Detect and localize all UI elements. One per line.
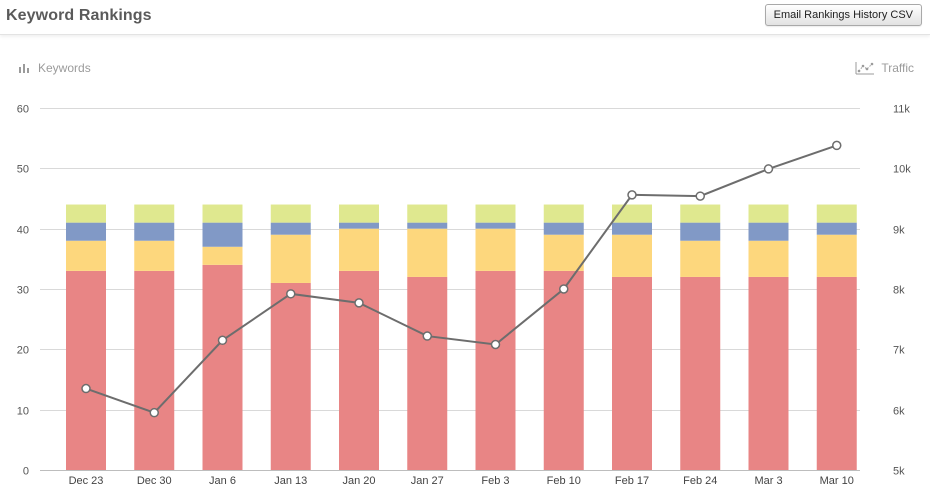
- bar-segment: [748, 204, 789, 223]
- bar-segment: [543, 204, 584, 223]
- bar-segment: [134, 240, 175, 271]
- y-axis-left-tick: 10: [17, 406, 29, 418]
- traffic-legend[interactable]: Traffic: [855, 61, 914, 75]
- bar-chart-icon: [19, 64, 29, 73]
- bar-segment: [270, 234, 311, 283]
- bar-segment: [66, 270, 106, 470]
- y-axis-right-tick: 8k: [893, 285, 905, 297]
- bar-segment: [612, 234, 652, 277]
- bar-segment: [543, 234, 584, 271]
- x-axis-tick: Mar 10: [820, 475, 854, 487]
- bar-segment: [339, 204, 379, 223]
- y-axis-right-tick: 10k: [893, 164, 911, 176]
- bar-segment: [612, 276, 652, 470]
- x-axis-tick: Feb 17: [615, 475, 649, 487]
- email-csv-button[interactable]: Email Rankings History CSV: [764, 4, 922, 26]
- bar-segment: [270, 282, 311, 470]
- y-axis-right-tick: 9k: [893, 225, 905, 237]
- bar-segment: [748, 222, 789, 241]
- x-axis-tick: Jan 27: [411, 475, 444, 487]
- x-axis-tick: Jan 6: [209, 475, 236, 487]
- x-axis-tick: Feb 24: [683, 475, 717, 487]
- traffic-point: [149, 407, 159, 418]
- bar-segment: [134, 270, 175, 470]
- bar-segment: [134, 204, 175, 223]
- header-bar: Keyword Rankings Email Rankings History …: [0, 0, 930, 35]
- traffic-line: [85, 144, 838, 414]
- x-axis-tick: Dec 23: [69, 475, 104, 487]
- bar-segment: [543, 222, 584, 235]
- bar-segment: [816, 276, 857, 470]
- y-axis-left-tick: 40: [17, 225, 29, 237]
- bar-segment: [816, 234, 857, 277]
- traffic-point: [286, 289, 296, 299]
- traffic-point: [627, 190, 637, 200]
- traffic-point: [559, 284, 569, 294]
- bar-segment: [270, 222, 311, 235]
- traffic-point: [763, 164, 774, 174]
- x-axis-tick: Dec 30: [137, 475, 172, 487]
- bar-segment: [407, 228, 448, 277]
- x-axis-tick: Feb 10: [547, 475, 581, 487]
- bar-segment: [202, 204, 243, 223]
- bar-segment: [680, 276, 721, 470]
- bar-segment: [816, 204, 857, 223]
- bar-segment: [407, 222, 448, 229]
- bar-segment: [475, 204, 516, 223]
- y-axis-right-tick: 6k: [893, 406, 905, 418]
- traffic-point: [81, 383, 91, 394]
- bar-segment: [339, 222, 379, 229]
- x-axis-tick: Feb 3: [481, 475, 509, 487]
- traffic-point: [217, 335, 228, 346]
- traffic-legend-label: Traffic: [881, 61, 914, 75]
- bar-segment: [202, 246, 243, 265]
- page-title: Keyword Rankings: [6, 7, 152, 24]
- y-axis-right-tick: 7k: [893, 345, 905, 357]
- keywords-legend[interactable]: Keywords: [18, 61, 91, 75]
- traffic-point: [354, 298, 364, 308]
- x-axis-tick: Jan 20: [342, 475, 375, 487]
- traffic-point: [832, 140, 842, 151]
- bar-segment: [475, 222, 516, 229]
- bar-segment: [680, 222, 721, 241]
- bar-segment: [202, 222, 243, 247]
- y-axis-left-tick: 30: [17, 285, 29, 297]
- traffic-point: [695, 191, 705, 201]
- bar-segment: [748, 276, 789, 470]
- y-axis-left-tick: 50: [17, 164, 29, 176]
- bar-segment: [407, 204, 448, 223]
- bar-segment: [543, 270, 584, 470]
- bar-segment: [748, 240, 789, 277]
- y-axis-left-tick: 60: [17, 104, 29, 116]
- x-axis-tick: Jan 13: [274, 475, 307, 487]
- y-axis-right-tick: 5k: [893, 466, 905, 478]
- bar-segment: [66, 222, 106, 241]
- y-axis-right-tick: 11k: [893, 104, 910, 116]
- bar-segment: [475, 270, 516, 470]
- bar-segment: [680, 240, 721, 277]
- traffic-point: [422, 331, 432, 341]
- traffic-point: [490, 339, 501, 350]
- y-axis-left-tick: 0: [23, 466, 29, 478]
- x-axis-tick: Mar 3: [754, 475, 782, 487]
- bar-segment: [134, 222, 175, 241]
- y-axis-left-tick: 20: [17, 345, 29, 357]
- bar-segment: [270, 204, 311, 223]
- bar-segment: [66, 240, 106, 271]
- bar-segment: [407, 276, 448, 470]
- bar-segment: [680, 204, 721, 223]
- bar-segment: [475, 228, 516, 271]
- bar-segment: [339, 228, 379, 271]
- line-chart-icon: [855, 62, 875, 75]
- bar-segment: [66, 204, 106, 223]
- bar-segment: [612, 222, 652, 235]
- bar-segment: [202, 264, 243, 470]
- bar-segment: [816, 222, 857, 235]
- keywords-legend-label: Keywords: [38, 61, 91, 75]
